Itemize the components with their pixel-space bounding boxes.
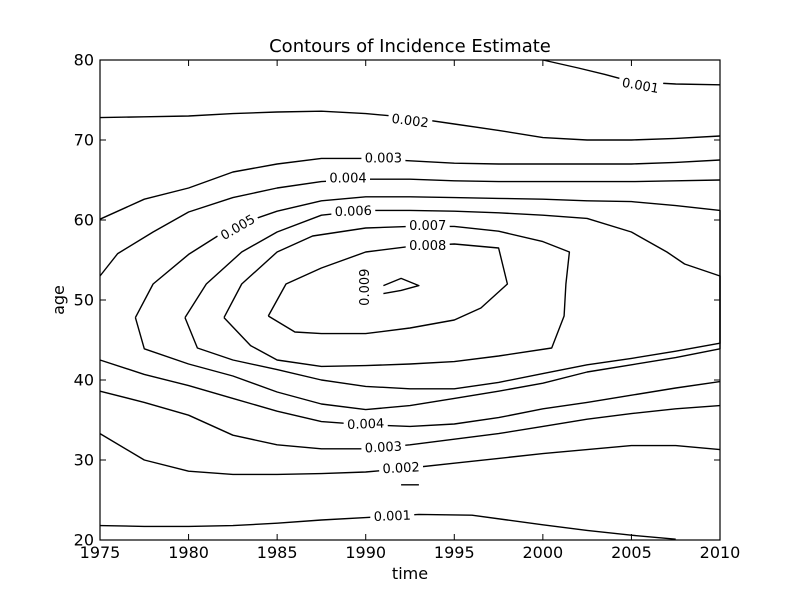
contour-label-0.003-1: 0.003: [364, 440, 402, 457]
contour-label-bg: [331, 203, 376, 221]
chart-title: Contours of Incidence Estimate: [269, 36, 551, 57]
contour-label-0.001-1: 0.001: [621, 76, 660, 97]
y-tick-label: 30: [74, 451, 94, 470]
contour-label-bg: [405, 238, 450, 255]
x-tick-label: 1985: [257, 543, 298, 562]
y-tick-label: 80: [74, 51, 94, 70]
contour-labels: 0.001 0.001 0.002 0.002 0.003 0.003 0.004 0.004…: [215, 74, 664, 526]
y-axis-ticks: 20 30 40 50 60 70 80: [74, 51, 720, 550]
contour-label-bg: [361, 151, 406, 168]
contour-label-bg: [378, 459, 424, 478]
contour-line-0.004-1: [99, 359, 721, 428]
x-tick-label: 2010: [700, 543, 741, 562]
contour-label-bg: [617, 74, 664, 99]
contour-label-0.001-0: 0.001: [373, 509, 411, 525]
x-tick-label: 1975: [80, 543, 121, 562]
contour-line-0.003-1: [99, 390, 721, 450]
x-tick-label: 1995: [434, 543, 475, 562]
contour-label-0.009-0: 0.009: [358, 269, 373, 306]
contour-label-bg: [357, 265, 374, 310]
contour-label-bg: [326, 171, 370, 188]
y-tick-label: 50: [74, 291, 94, 310]
x-axis-label: time: [392, 564, 428, 583]
contour-label-0.004-1: 0.004: [347, 417, 385, 433]
x-tick-label: 2005: [611, 543, 652, 562]
contour-label-bg: [343, 416, 388, 434]
contour-line-0.008-0: [267, 243, 509, 335]
contour-label-0.008-0: 0.008: [409, 239, 446, 254]
contour-label-bg: [405, 218, 450, 235]
contour-label-bg: [361, 438, 406, 458]
y-tick-label: 70: [74, 131, 94, 150]
contour-label-bg: [387, 110, 433, 133]
contour-label-0.002-0: 0.002: [391, 112, 430, 131]
contour-line-0.009-0: [383, 277, 420, 295]
contour-label-0.003-0: 0.003: [365, 152, 402, 167]
contour-line-0.007-0: [223, 225, 571, 368]
contour-label-bg: [215, 210, 262, 246]
y-axis-label: age: [49, 285, 68, 315]
contour-label-bg: [370, 508, 415, 526]
x-axis-ticks: 1975 1980 1985 1990 1995 2000 2005 2010: [80, 60, 741, 562]
x-tick-label: 1980: [168, 543, 209, 562]
y-tick-label: 20: [74, 531, 94, 550]
contour-label-0.006-0: 0.006: [334, 204, 372, 220]
contour-line-0.001-1: [542, 59, 721, 86]
contour-label-0.002-1: 0.002: [382, 460, 420, 477]
y-tick-label: 40: [74, 371, 94, 390]
contour-line-0.003-0: [99, 157, 721, 220]
y-tick-label: 60: [74, 211, 94, 230]
contour-line-0.004-0: [99, 178, 721, 277]
contour-label-0.004-0: 0.004: [329, 172, 366, 187]
contour-label-0.007-0: 0.007: [409, 219, 446, 234]
x-tick-label: 1990: [345, 543, 386, 562]
x-tick-label: 2000: [522, 543, 563, 562]
